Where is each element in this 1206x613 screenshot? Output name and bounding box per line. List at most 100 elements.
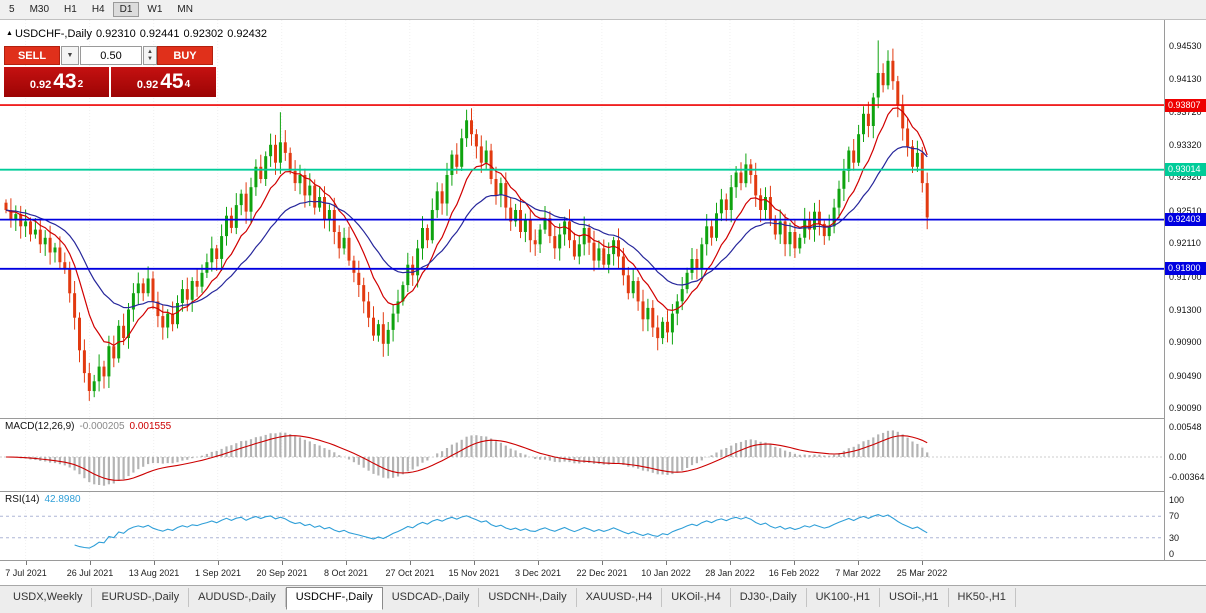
date-tick [218, 561, 219, 565]
price-axis-label: 0.92510 [1169, 206, 1202, 216]
tab-usdchf-daily[interactable]: USDCHF-,Daily [285, 587, 383, 610]
date-label: 16 Feb 2022 [768, 568, 820, 578]
stepper-down-icon[interactable]: ▼ [147, 55, 153, 62]
date-label: 7 Jul 2021 [5, 568, 47, 578]
timeframe-button-d1[interactable]: D1 [112, 2, 140, 17]
tab-usoil-h1[interactable]: USOil-,H1 [880, 588, 949, 607]
macd-main-value: -0.000205 [79, 421, 125, 432]
tab-ukoil-h4[interactable]: UKOil-,H4 [662, 588, 731, 607]
ohlc-low: 0.92302 [183, 28, 224, 40]
date-label: 1 Sep 2021 [194, 568, 242, 578]
volume-stepper[interactable]: ▲ ▼ [143, 46, 157, 65]
date-label: 3 Dec 2021 [514, 568, 562, 578]
tab-hk50-h1[interactable]: HK50-,H1 [949, 588, 1016, 607]
time-axis[interactable]: 7 Jul 2021 26 Jul 2021 13 Aug 2021 1 Sep 20… [0, 561, 1206, 585]
sell-button[interactable]: SELL [4, 46, 60, 65]
panel-separator[interactable] [0, 418, 1206, 419]
price-axis-label: 0.92920 [1169, 172, 1202, 182]
rsi-axis-label: 0 [1169, 549, 1175, 559]
volume-input[interactable] [80, 46, 142, 65]
price-axis-label: 0.93320 [1169, 140, 1202, 150]
price-axis-label: 0.91700 [1169, 272, 1202, 282]
tab-xauusd-h4[interactable]: XAUUSD-,H4 [577, 588, 663, 607]
chart-ohlc-header: ▲ USDCHF-,Daily 0.92310 0.92441 0.92302 0.924… [6, 28, 271, 40]
date-label: 25 Mar 2022 [896, 568, 948, 578]
timeframe-button-w1[interactable]: W1 [147, 4, 163, 15]
macd-signal-value: 0.001555 [129, 421, 172, 432]
date-tick [922, 561, 923, 565]
price-axis[interactable]: 0.94530 0.94130 0.93720 0.93320 0.92920 0.925… [1164, 20, 1206, 560]
macd-canvas[interactable] [0, 419, 1164, 491]
date-tick [538, 561, 539, 565]
tab-usdcnh-daily[interactable]: USDCNH-,Daily [479, 588, 577, 607]
date-tick [602, 561, 603, 565]
macd-header: MACD(12,26,9) -0.000205 0.001555 [5, 421, 171, 432]
tab-dj30-daily[interactable]: DJ30-,Daily [731, 588, 807, 607]
date-tick [154, 561, 155, 565]
date-label: 7 Mar 2022 [835, 568, 881, 578]
tab-audusd-daily[interactable]: AUDUSD-,Daily [189, 588, 286, 607]
price-axis-label: 0.94130 [1169, 74, 1202, 84]
rsi-axis-label: 100 [1169, 495, 1185, 505]
price-axis-label: 0.93720 [1169, 107, 1202, 117]
date-label: 8 Oct 2021 [323, 568, 369, 578]
timeframe-button-h4[interactable]: H4 [91, 4, 105, 15]
buy-button[interactable]: BUY [157, 46, 213, 65]
date-label: 26 Jul 2021 [66, 568, 114, 578]
timeframe-button-mn[interactable]: MN [177, 4, 193, 15]
volume-dropdown-button[interactable]: ▼ [61, 46, 79, 65]
price-axis-label: 0.94530 [1169, 41, 1202, 51]
sell-price-sup: 2 [77, 78, 84, 90]
date-label: 22 Dec 2021 [576, 568, 628, 578]
rsi-axis-label: 70 [1169, 511, 1180, 521]
date-tick [26, 561, 27, 565]
date-label: 28 Jan 2022 [705, 568, 755, 578]
rsi-panel: RSI(14) 42.8980 [0, 492, 1164, 560]
price-axis-label: 0.90490 [1169, 371, 1202, 381]
macd-axis-label: 0.00548 [1169, 422, 1202, 432]
panel-separator[interactable] [0, 491, 1206, 492]
tab-usdx-weekly[interactable]: USDX,Weekly [4, 588, 93, 607]
panel-separator [0, 560, 1206, 561]
price-axis-label: 0.91300 [1169, 305, 1202, 315]
timeframe-button-h1[interactable]: H1 [64, 4, 77, 15]
date-label: 27 Oct 2021 [385, 568, 435, 578]
chart-stack: ▲ USDCHF-,Daily 0.92310 0.92441 0.92302 0.924… [0, 20, 1206, 585]
rsi-header: RSI(14) 42.8980 [5, 494, 81, 505]
buy-price-sup: 4 [184, 78, 191, 90]
date-tick [282, 561, 283, 565]
date-tick [474, 561, 475, 565]
timeframe-toolbar: 5 M30 H1 H4 D1 W1 MN [0, 0, 1206, 20]
sell-price-prefix: 0.92 [29, 79, 52, 91]
date-label: 10 Jan 2022 [641, 568, 691, 578]
sell-price-panel[interactable]: 0.92 43 2 [4, 67, 109, 97]
ohlc-high: 0.92441 [139, 28, 180, 40]
chart-symbol: USDCHF-,Daily [14, 28, 92, 40]
timeframe-button-m30[interactable]: M30 [29, 4, 50, 15]
one-click-trading-widget: SELL ▼ ▲▼ BUY 0.92 43 2 0.92 45 4 [4, 46, 218, 97]
buy-price-panel[interactable]: 0.92 45 4 [111, 67, 216, 97]
rsi-canvas[interactable] [0, 492, 1164, 560]
date-tick [858, 561, 859, 565]
date-label: 15 Nov 2021 [448, 568, 500, 578]
ohlc-open: 0.92310 [95, 28, 136, 40]
date-label: 20 Sep 2021 [256, 568, 308, 578]
date-label: 13 Aug 2021 [128, 568, 180, 578]
timeframe-button-5[interactable]: 5 [9, 4, 15, 15]
buy-price-big: 45 [160, 70, 184, 93]
macd-axis-label: -0.00364 [1169, 472, 1205, 482]
price-tag: 0.93014 [1165, 163, 1206, 176]
main-chart-canvas[interactable] [0, 20, 1164, 418]
date-tick [794, 561, 795, 565]
date-tick [346, 561, 347, 565]
date-tick [90, 561, 91, 565]
stepper-up-icon[interactable]: ▲ [147, 48, 153, 55]
price-tag: 0.92403 [1165, 213, 1206, 226]
tab-eurusd-daily[interactable]: EURUSD-,Daily [92, 588, 190, 607]
date-tick [666, 561, 667, 565]
price-axis-label: 0.92110 [1169, 238, 1201, 248]
tab-uk100-h1[interactable]: UK100-,H1 [807, 588, 881, 607]
price-tag: 0.93807 [1165, 99, 1206, 112]
tab-usdcad-daily[interactable]: USDCAD-,Daily [383, 588, 480, 607]
rsi-value: 42.8980 [44, 494, 81, 505]
